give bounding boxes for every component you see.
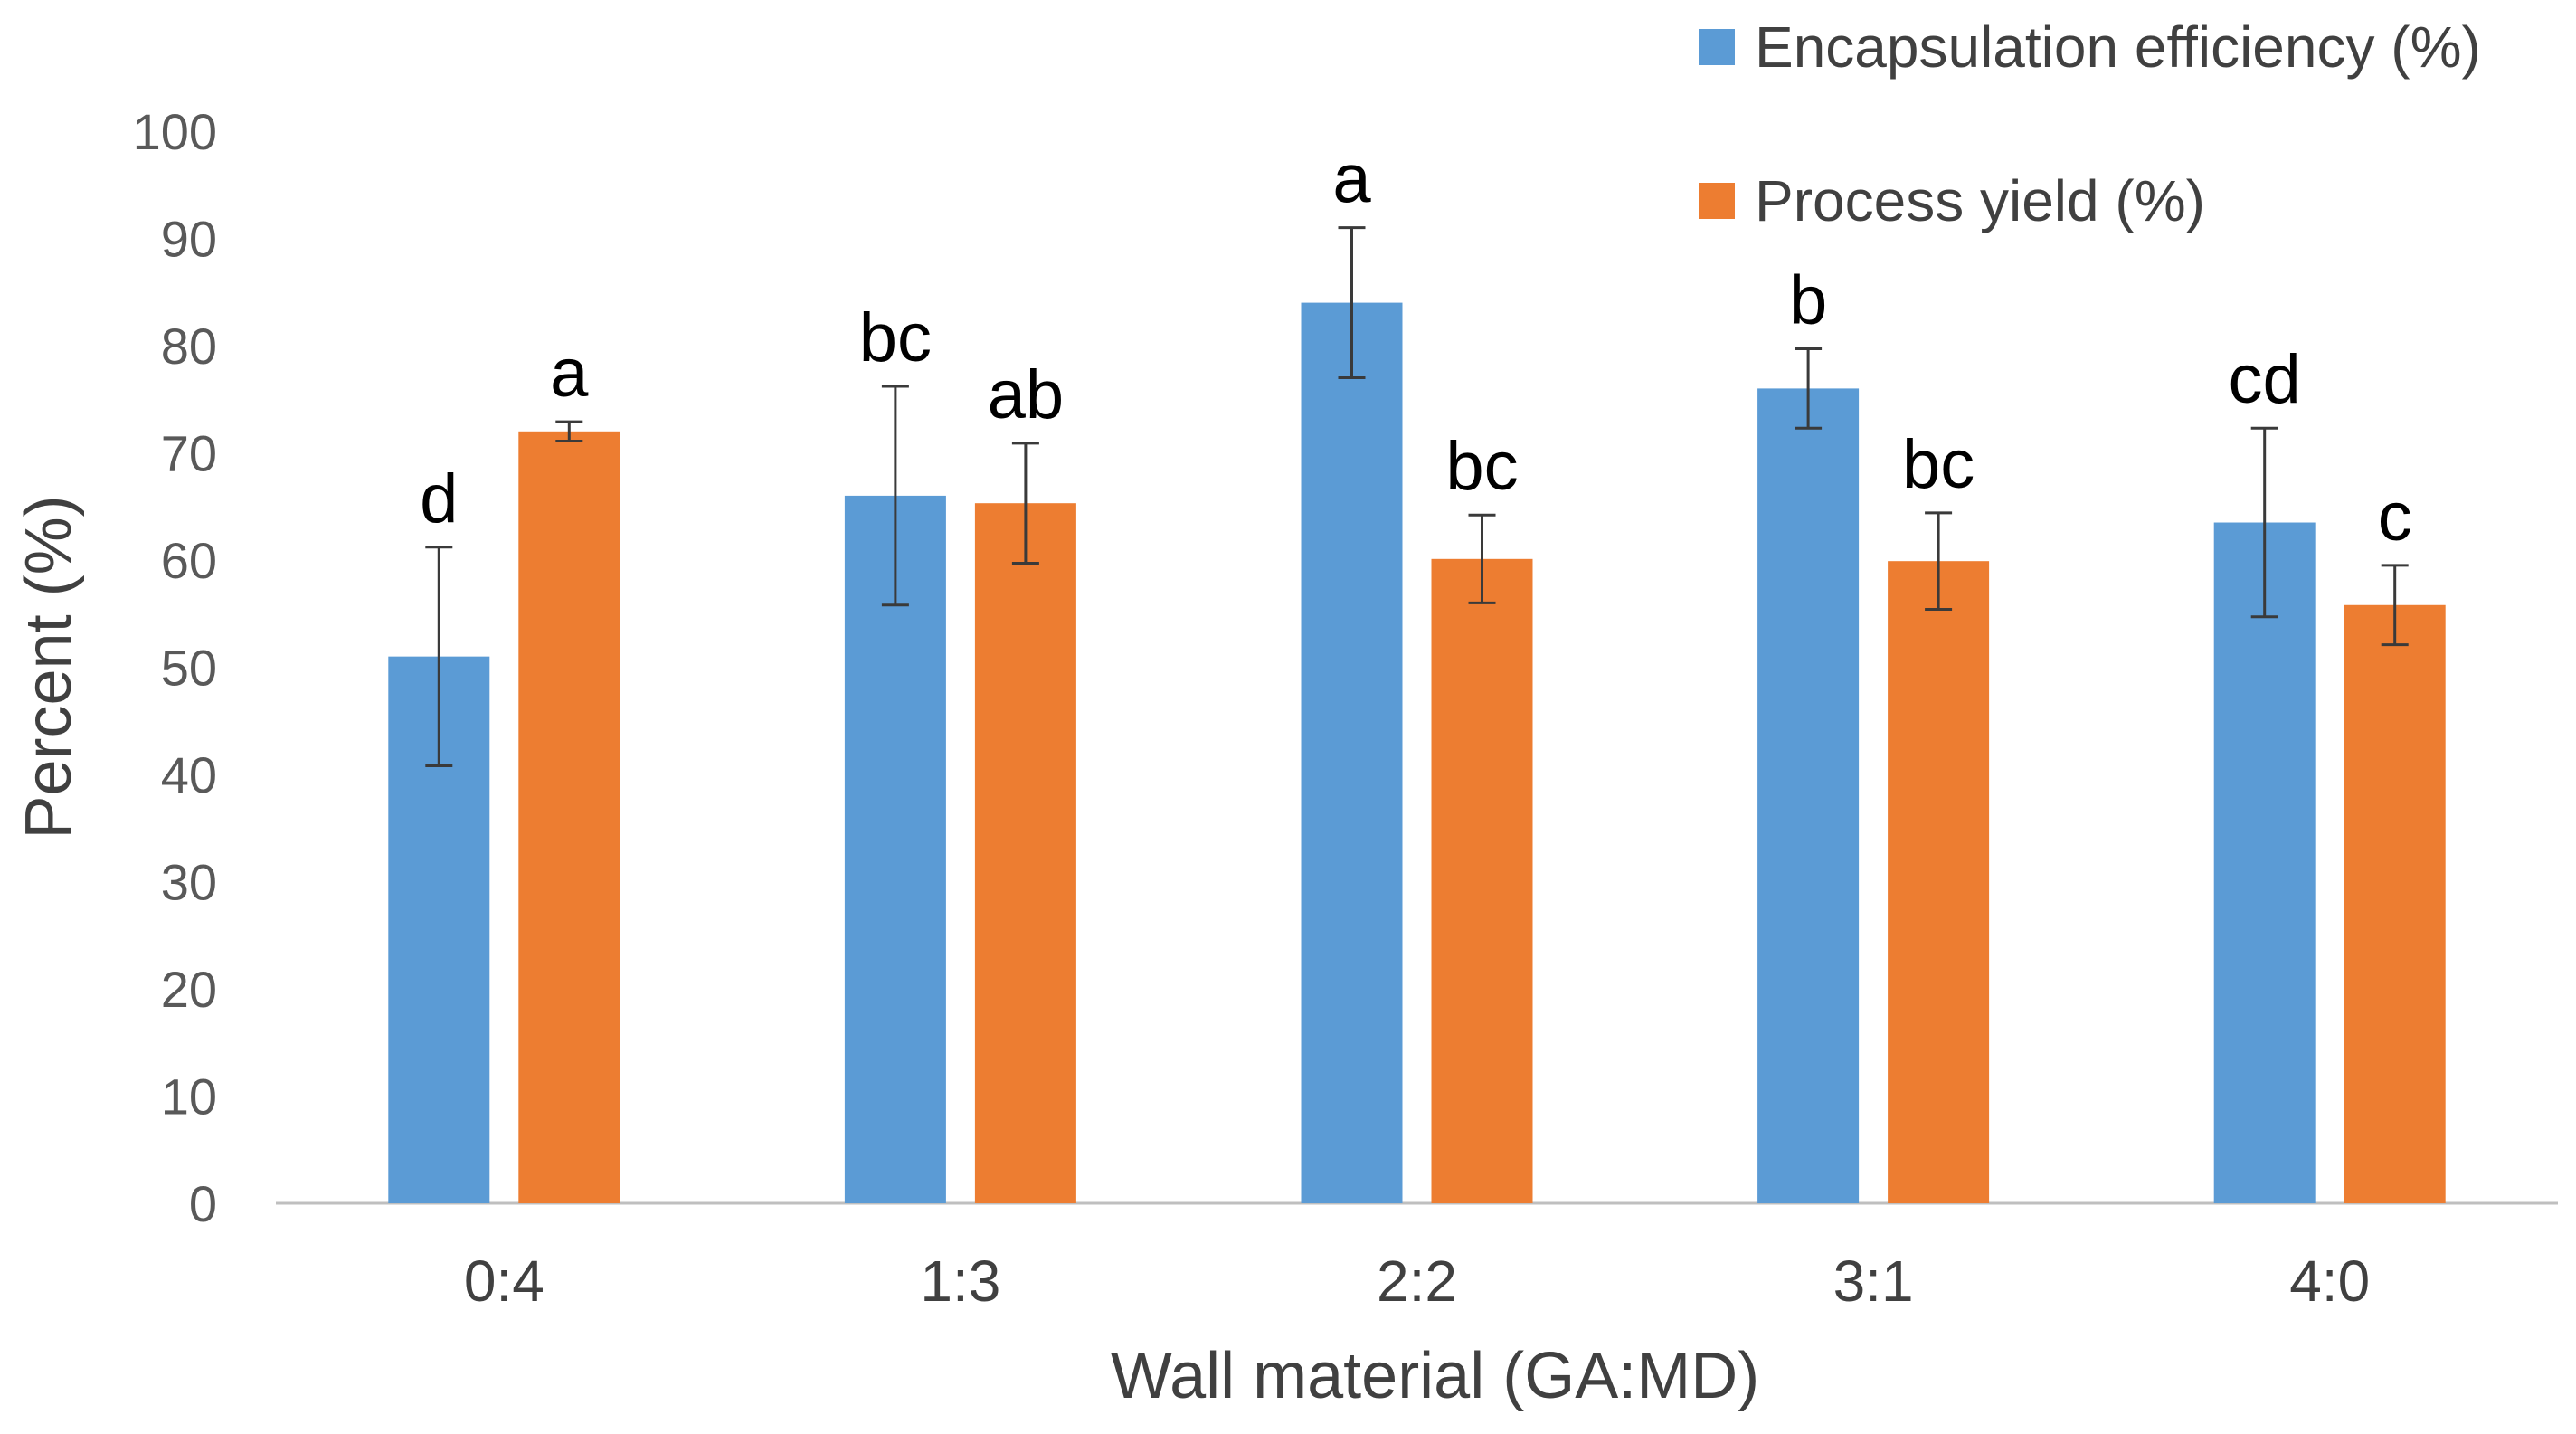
- significance-letter: bc: [1445, 428, 1518, 505]
- bar: [518, 431, 620, 1203]
- x-tick-label: 4:0: [2289, 1249, 2370, 1314]
- y-tick-label: 60: [161, 532, 217, 589]
- significance-letter: a: [1332, 141, 1371, 218]
- x-axis-categories: 0:4 1:3 2:2 3:1 4:0: [464, 1249, 2370, 1314]
- significance-letter: bc: [1902, 426, 1975, 503]
- y-tick-label: 30: [161, 854, 217, 911]
- y-tick-label: 50: [161, 640, 217, 697]
- legend-label: Process yield (%): [1755, 168, 2205, 233]
- bar: [1888, 561, 1990, 1203]
- bar: [2213, 522, 2316, 1203]
- bar: [844, 495, 946, 1203]
- significance-letter: ab: [988, 356, 1065, 433]
- bar: [1757, 388, 1860, 1203]
- significance-letter: d: [420, 461, 458, 537]
- bars: [388, 302, 2446, 1204]
- y-tick-label: 0: [189, 1175, 217, 1232]
- bar: [1431, 558, 1533, 1203]
- y-tick-label: 40: [161, 746, 217, 803]
- bar: [2344, 604, 2446, 1203]
- significance-letter: c: [2378, 479, 2412, 556]
- x-axis-title: Wall material (GA:MD): [1111, 1340, 1759, 1412]
- y-tick-label: 70: [161, 425, 217, 482]
- legend-label: Encapsulation efficiency (%): [1755, 14, 2481, 80]
- legend-swatch: [1699, 183, 1735, 219]
- y-tick-label: 20: [161, 961, 217, 1018]
- x-tick-label: 1:3: [920, 1249, 1000, 1314]
- bar: [1301, 302, 1403, 1204]
- error-bars: [425, 226, 2409, 768]
- significance-letter: b: [1789, 262, 1827, 339]
- bar: [974, 503, 1076, 1203]
- significance-letter: a: [550, 335, 589, 412]
- y-tick-label: 80: [161, 318, 217, 375]
- x-tick-label: 0:4: [464, 1249, 545, 1314]
- y-axis-ticks: 0 10 20 30 40 50 60 70 80 90 100: [133, 103, 217, 1232]
- y-axis-title: Percent (%): [13, 495, 85, 839]
- y-tick-label: 100: [133, 103, 217, 160]
- significance-letter: cd: [2229, 341, 2301, 418]
- x-tick-label: 2:2: [1377, 1249, 1457, 1314]
- legend-swatch: [1699, 29, 1735, 65]
- significance-letter: bc: [859, 299, 932, 376]
- legend: Encapsulation efficiency (%) Process yiel…: [1699, 14, 2481, 233]
- y-tick-label: 90: [161, 211, 217, 268]
- y-tick-label: 10: [161, 1068, 217, 1125]
- x-tick-label: 3:1: [1833, 1249, 1914, 1314]
